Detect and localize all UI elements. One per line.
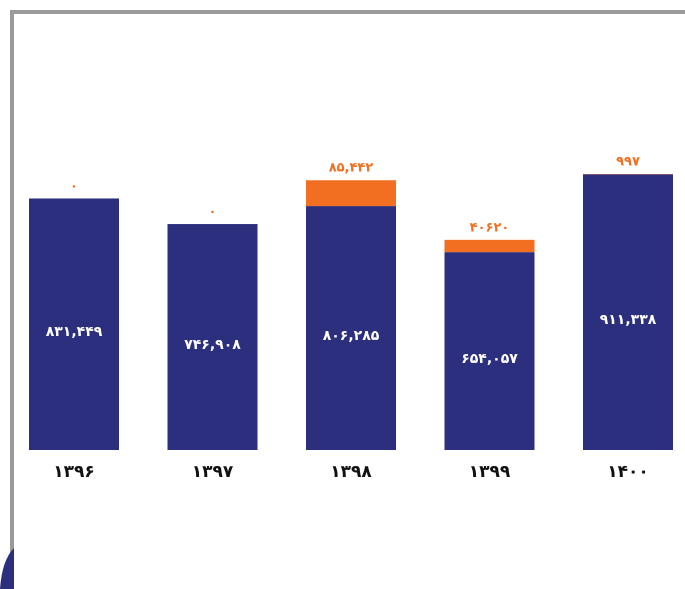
bar-segment: [444, 252, 535, 450]
bar-segment: [306, 206, 396, 450]
bar-segment: [167, 224, 258, 450]
value-label: ۸۰۶,۲۸۵: [323, 328, 380, 344]
bar-segment: [29, 198, 119, 450]
bar-segment: [444, 239, 535, 253]
frame: [10, 10, 685, 589]
value-label: ۰: [70, 179, 78, 194]
value-label: ۴۰۶۲۰: [470, 220, 510, 235]
x-tick-label: ۱۴۰۰: [607, 462, 649, 482]
value-label: ۶۵۴,۰۵۷: [461, 351, 518, 367]
bar-segment: [306, 180, 396, 207]
x-tick-label: ۱۳۹۷: [192, 462, 234, 482]
value-label: ۸۳۱,۴۴۹: [46, 324, 103, 340]
value-label: ۷۴۶,۹۰۸: [184, 337, 241, 353]
value-label: ۹۹۷: [616, 155, 640, 170]
corner-decoration: [0, 548, 14, 589]
value-label: ۰: [209, 205, 217, 220]
value-label: ۹۱۱,۳۳۸: [600, 312, 657, 328]
value-label: ۸۵,۴۴۲: [329, 161, 374, 176]
x-tick-label: ۱۳۹۸: [330, 462, 372, 482]
x-tick-label: ۱۳۹۹: [469, 462, 511, 482]
x-tick-label: ۱۳۹۶: [53, 462, 95, 482]
bar-segment: [583, 174, 673, 450]
